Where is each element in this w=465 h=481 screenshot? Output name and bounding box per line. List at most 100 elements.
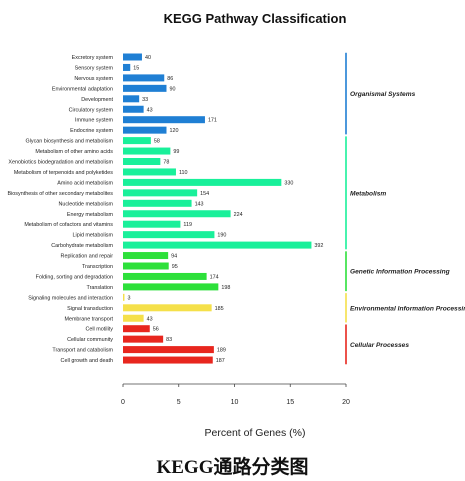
data-label: 58 [154, 139, 160, 145]
group-label: Environmental Information Processing [350, 305, 465, 312]
bar [123, 314, 144, 322]
group-label: Cellular Processes [350, 342, 409, 349]
category-label: Replication and repair [61, 254, 114, 260]
bar [123, 335, 164, 343]
bar [123, 189, 198, 197]
group-label: Genetic Information Processing [350, 269, 450, 276]
data-label: 15 [133, 65, 139, 71]
group-label: Organismal Systems [350, 91, 416, 98]
x-tick-label: 15 [286, 399, 294, 406]
bar [123, 262, 169, 270]
bar [123, 231, 215, 239]
category-label: Metabolism of terpenoids and polyketides [14, 170, 113, 176]
category-label: Xenobiotics biodegradation and metabolis… [8, 160, 113, 166]
bar [123, 53, 142, 61]
bar [123, 126, 167, 134]
category-label: Metabolism of other amino acids [35, 149, 113, 155]
bar [123, 210, 231, 218]
category-label: Metabolism of cofactors and vitamins [24, 222, 113, 228]
bar [123, 147, 171, 155]
x-tick-label: 0 [121, 399, 125, 406]
category-label: Environmental adaptation [52, 86, 113, 92]
data-label: 3 [127, 295, 130, 301]
bar [123, 95, 140, 103]
bar [123, 356, 213, 364]
category-label: Development [81, 97, 113, 103]
category-label: Biosynthesis of other secondary metaboli… [8, 191, 114, 197]
bar [123, 137, 151, 145]
x-tick-label: 5 [177, 399, 181, 406]
bar [123, 346, 214, 354]
data-label: 154 [200, 191, 209, 197]
data-label: 110 [179, 170, 188, 176]
data-label: 95 [172, 264, 178, 270]
x-tick-label: 20 [342, 399, 350, 406]
data-label: 120 [169, 128, 178, 134]
data-label: 90 [169, 86, 175, 92]
data-label: 171 [208, 118, 217, 124]
data-label: 187 [216, 358, 225, 364]
data-label: 94 [171, 254, 177, 260]
data-label: 56 [153, 327, 159, 333]
chart-title: KEGG Pathway Classification [164, 11, 347, 26]
category-label: Excretory system [72, 55, 114, 61]
data-label: 43 [147, 316, 153, 322]
category-label: Signal transduction [67, 306, 113, 312]
bar [123, 304, 212, 312]
category-label: Cell motility [85, 327, 113, 333]
category-label: Membrane transport [64, 316, 113, 322]
category-label: Immune system [75, 118, 114, 124]
data-label: 174 [210, 274, 219, 280]
bar [123, 63, 131, 71]
bars-layer: Excretory system 40 Sensory system 15 Nervou… [8, 53, 323, 364]
bar [123, 283, 219, 291]
data-label: 392 [314, 243, 323, 249]
data-label: 190 [217, 233, 226, 239]
bar [123, 199, 192, 207]
category-label: Endocrine system [70, 128, 113, 134]
bar [123, 168, 176, 176]
data-label: 119 [183, 222, 192, 228]
bar [123, 252, 169, 260]
category-label: Glycan biosynthesis and metabolism [26, 139, 114, 145]
bar [123, 158, 161, 165]
x-axis: 0 5 10 15 20 [121, 383, 350, 406]
group-brackets: Organismal Systems Metabolism Genetic Info… [345, 52, 465, 365]
bar [123, 84, 167, 92]
category-label: Translation [87, 285, 113, 291]
data-label: 330 [284, 180, 293, 186]
data-label: 143 [195, 201, 204, 207]
bar [123, 220, 181, 228]
category-label: Energy metabolism [67, 212, 114, 218]
category-label: Circulatory system [69, 107, 114, 113]
data-label: 189 [217, 348, 226, 354]
data-label: 224 [234, 212, 243, 218]
category-label: Sensory system [75, 65, 114, 71]
category-label: Folding, sorting and degradation [36, 274, 113, 280]
category-label: Transcription [82, 264, 113, 270]
data-label: 83 [166, 337, 172, 343]
data-label: 33 [142, 97, 148, 103]
x-tick-label: 10 [231, 399, 239, 406]
data-label: 86 [167, 76, 173, 82]
bar [123, 74, 165, 82]
bar [123, 325, 150, 333]
kegg-bar-chart: KEGG Pathway Classification Excretory sy… [8, 11, 465, 439]
data-label: 43 [147, 107, 153, 113]
category-label: Carbohydrate metabolism [51, 243, 113, 249]
bar [123, 241, 312, 249]
bar [123, 178, 282, 186]
category-label: Lipid metabolism [73, 233, 114, 239]
bar [123, 272, 207, 280]
data-label: 78 [163, 160, 169, 166]
bar [123, 105, 144, 113]
category-label: Transport and catabolism [52, 348, 113, 354]
category-label: Nucleotide metabolism [58, 201, 113, 207]
category-label: Cell growth and death [61, 358, 113, 364]
data-label: 185 [215, 306, 224, 312]
data-label: 40 [145, 55, 151, 61]
figure-caption: KEGG通路分类图 [156, 457, 309, 478]
data-label: 198 [221, 285, 230, 291]
bar [123, 116, 205, 124]
category-label: Signaling molecules and interaction [28, 295, 113, 301]
